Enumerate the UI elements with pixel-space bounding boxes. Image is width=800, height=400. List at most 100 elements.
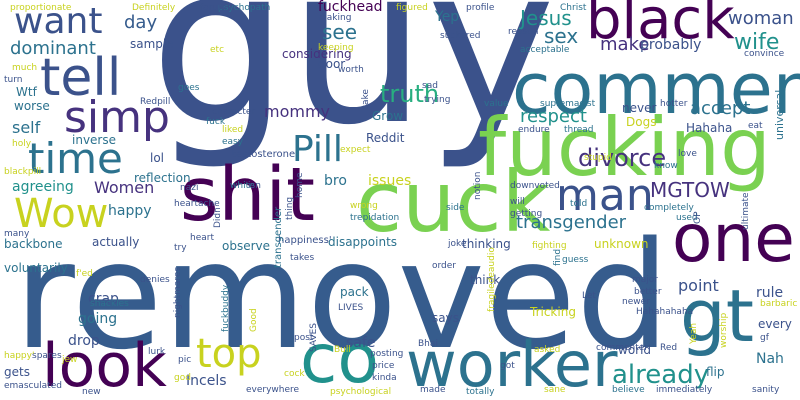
cloud-word: mommy bbox=[264, 102, 331, 121]
cloud-word: gets bbox=[4, 365, 30, 379]
cloud-word: disappoints bbox=[328, 235, 398, 249]
cloud-word: Yep bbox=[435, 9, 460, 25]
cloud-word: expect bbox=[340, 145, 371, 155]
cloud-word: probably bbox=[640, 37, 702, 53]
cloud-word: Red bbox=[660, 343, 678, 353]
cloud-word: fuckbuddy bbox=[221, 284, 231, 332]
cloud-word: know bbox=[654, 161, 678, 171]
cloud-word: dominant bbox=[10, 38, 96, 59]
cloud-word: character bbox=[212, 107, 256, 117]
cloud-word: self bbox=[12, 118, 41, 137]
cloud-word: isn bbox=[248, 181, 261, 191]
cloud-word: believe bbox=[612, 385, 645, 395]
cloud-word: spares bbox=[32, 351, 62, 361]
cloud-word: accept bbox=[690, 98, 751, 119]
cloud-word: cake bbox=[361, 89, 371, 110]
cloud-word: universal bbox=[773, 89, 786, 140]
cloud-word: downvoted bbox=[510, 181, 560, 191]
cloud-word: shit bbox=[180, 152, 316, 238]
cloud-word: never bbox=[622, 101, 657, 115]
cloud-word: Definitely bbox=[132, 3, 176, 13]
cloud-word: gf bbox=[760, 333, 769, 343]
cloud-word: heartache bbox=[174, 199, 220, 209]
cloud-word: fuckhead bbox=[318, 0, 383, 15]
cloud-word: reflection bbox=[134, 171, 191, 185]
cloud-word: holy bbox=[12, 139, 32, 149]
cloud-word: guy bbox=[150, 0, 556, 173]
cloud-word: LIVES bbox=[338, 303, 364, 313]
cloud-word: sane bbox=[544, 385, 566, 395]
cloud-word: Nah bbox=[756, 351, 784, 367]
cloud-word: find bbox=[553, 248, 563, 266]
cloud-word: supremacist bbox=[540, 99, 596, 109]
cloud-word: transgender bbox=[516, 212, 627, 233]
cloud-word: worse bbox=[14, 99, 50, 113]
cloud-word: backbone bbox=[4, 237, 63, 251]
cloud-word: unknown bbox=[594, 237, 649, 251]
cloud-word: cuck bbox=[356, 153, 551, 251]
cloud-word: Reddit bbox=[366, 131, 405, 145]
cloud-word: make bbox=[600, 34, 650, 55]
cloud-word: MGTOW bbox=[650, 178, 730, 202]
cloud-word: removed bbox=[14, 210, 670, 382]
cloud-word: much bbox=[12, 63, 38, 73]
cloud-word: wife bbox=[734, 30, 780, 55]
cloud-word: better bbox=[634, 287, 662, 297]
cloud-word: Redpill bbox=[140, 97, 171, 107]
cloud-word: newer bbox=[622, 297, 650, 307]
cloud-word: worker bbox=[406, 328, 618, 400]
cloud-word: etc bbox=[210, 45, 225, 55]
cloud-word: Bull bbox=[334, 345, 351, 355]
cloud-word: figured bbox=[396, 3, 428, 13]
cloud-word: SAVES bbox=[309, 322, 319, 352]
cloud-word: told bbox=[570, 199, 588, 209]
cloud-word: wrong bbox=[350, 201, 378, 211]
cloud-word: door bbox=[318, 57, 346, 71]
cloud-word: tell bbox=[40, 48, 122, 108]
cloud-word: new bbox=[82, 387, 101, 397]
cloud-word: forums bbox=[200, 3, 232, 13]
cloud-word: look bbox=[42, 331, 167, 400]
cloud-word: totally bbox=[466, 387, 495, 397]
cloud-word: actually bbox=[92, 235, 140, 249]
cloud-word: got bbox=[500, 361, 515, 371]
cloud-word: shackles bbox=[90, 299, 129, 309]
cloud-word: worship bbox=[719, 312, 729, 348]
cloud-word: Wow bbox=[14, 191, 109, 237]
cloud-word: Jesus bbox=[520, 6, 572, 30]
cloud-word: f'ed bbox=[76, 269, 93, 279]
cloud-word: making bbox=[318, 13, 352, 23]
cloud-word: liked bbox=[222, 125, 244, 135]
cloud-word: price bbox=[372, 361, 395, 371]
cloud-word: god bbox=[174, 373, 191, 383]
cloud-word: rule bbox=[756, 285, 784, 301]
cloud-word: try bbox=[174, 243, 187, 253]
cloud-word: world bbox=[618, 343, 652, 357]
cloud-word: happy bbox=[108, 203, 152, 219]
cloud-word: Women bbox=[94, 178, 155, 197]
cloud-word: Didn bbox=[213, 207, 223, 228]
cloud-word: commenter bbox=[596, 343, 648, 353]
cloud-word: thread bbox=[564, 125, 594, 135]
cloud-word: psychological bbox=[330, 387, 392, 397]
cloud-word: top bbox=[196, 331, 262, 377]
cloud-word: one bbox=[672, 200, 795, 277]
cloud-word: sad bbox=[422, 81, 438, 91]
cloud-word: Hahaha bbox=[686, 121, 733, 135]
cloud-word: OP bbox=[693, 211, 703, 224]
cloud-word: joke bbox=[448, 239, 467, 249]
cloud-word: think bbox=[470, 273, 501, 287]
cloud-word: black bbox=[586, 0, 735, 52]
cloud-word: kinda bbox=[372, 373, 397, 383]
cloud-word: comment bbox=[512, 48, 800, 130]
cloud-word: day bbox=[124, 12, 158, 33]
cloud-word: post bbox=[294, 333, 314, 343]
cloud-word: trepidation bbox=[350, 213, 400, 223]
cloud-word: lurk bbox=[148, 347, 166, 357]
cloud-word: safe bbox=[346, 335, 376, 351]
cloud-word: gt bbox=[680, 274, 754, 358]
cloud-word: goes bbox=[178, 83, 200, 93]
cloud-word: lol bbox=[150, 151, 165, 165]
cloud-word: suckered bbox=[440, 31, 481, 41]
cloud-word: easy bbox=[222, 137, 244, 147]
